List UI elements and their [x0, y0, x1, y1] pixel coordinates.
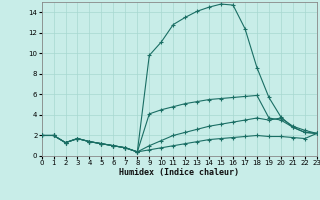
X-axis label: Humidex (Indice chaleur): Humidex (Indice chaleur) — [119, 168, 239, 177]
